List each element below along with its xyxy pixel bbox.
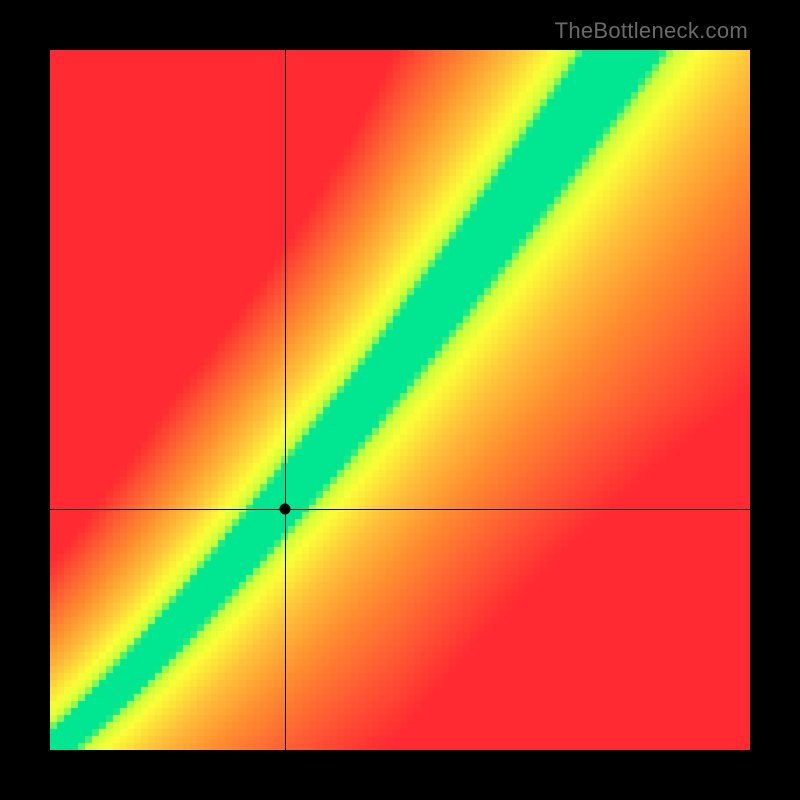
chart-container: TheBottleneck.com (0, 0, 800, 800)
crosshair-marker (279, 503, 290, 514)
heatmap-canvas (50, 50, 750, 750)
plot-area (50, 50, 750, 750)
watermark-text: TheBottleneck.com (555, 18, 748, 44)
crosshair-vertical (285, 50, 286, 750)
crosshair-horizontal (50, 509, 750, 510)
